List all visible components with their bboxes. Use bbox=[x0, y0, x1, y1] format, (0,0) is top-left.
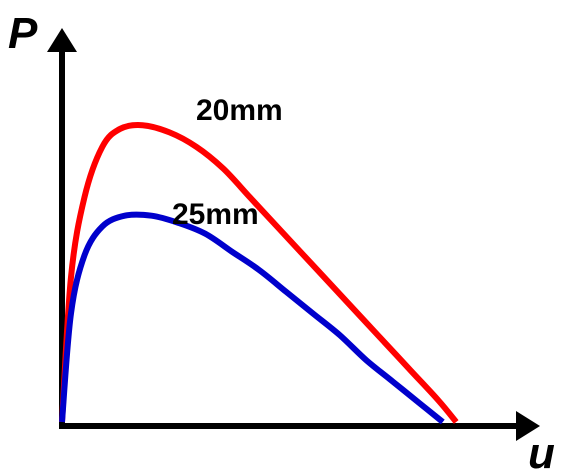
series-label-25mm: 25mm bbox=[172, 198, 259, 231]
axes bbox=[47, 28, 540, 441]
x-axis-arrowhead bbox=[516, 411, 540, 441]
series-label-20mm: 20mm bbox=[196, 94, 283, 127]
series-line-25mm bbox=[59, 211, 445, 425]
y-axis-arrowhead bbox=[47, 28, 77, 52]
series-layer bbox=[59, 122, 459, 425]
y-axis-label: P bbox=[8, 9, 38, 58]
series-line-20mm bbox=[59, 122, 459, 424]
x-axis-label: u bbox=[528, 429, 555, 476]
